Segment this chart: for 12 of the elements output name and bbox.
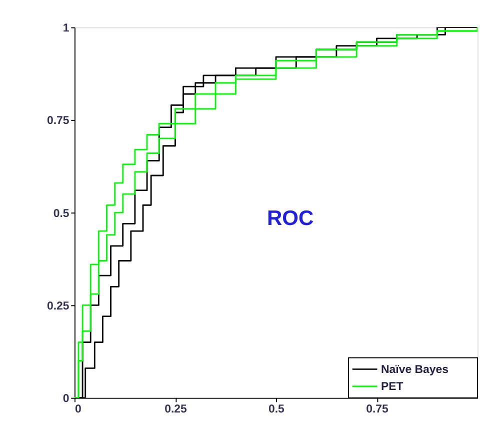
x-tick-label: 0 <box>74 404 82 416</box>
y-tick-label: 0.75 <box>46 115 70 128</box>
legend-label: Naïve Bayes <box>381 364 448 376</box>
y-tick-label: 0.5 <box>53 208 70 220</box>
legend-label: PET <box>381 381 404 394</box>
annotation: ROC <box>266 206 314 230</box>
x-tick-label: 0.5 <box>268 404 286 416</box>
x-tick-label: 0.25 <box>164 404 188 416</box>
y-tick-label: 0 <box>62 393 70 406</box>
y-tick-label: 1 <box>62 22 70 35</box>
x-tick-label: 0.75 <box>366 404 389 416</box>
y-tick-label: 0.25 <box>46 300 70 312</box>
